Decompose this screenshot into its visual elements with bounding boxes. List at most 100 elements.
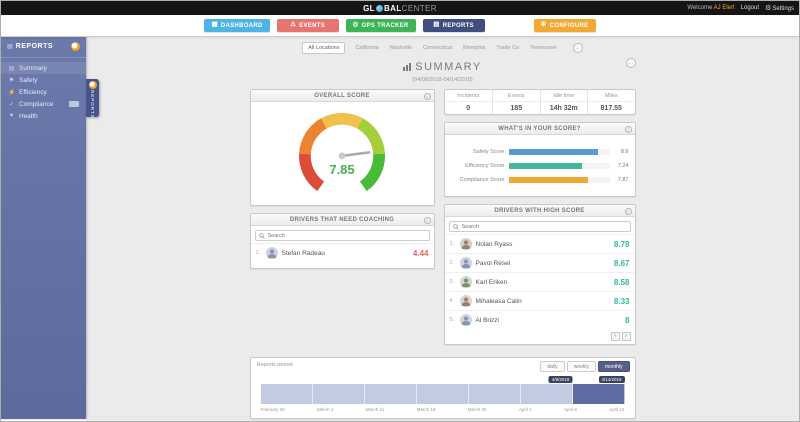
tab-all-locations[interactable]: All Locations xyxy=(302,42,346,54)
gear-icon: ⚙ xyxy=(765,5,772,12)
driver-rank: 3. xyxy=(449,279,455,285)
stat-value-events: 185 xyxy=(492,102,540,114)
driver-score: 8.33 xyxy=(613,296,630,306)
location-tab-strip: All Locations California Nashville Conne… xyxy=(86,42,799,54)
high-score-search-input[interactable] xyxy=(461,223,627,230)
score-breakdown-panel: WHAT'S IN YOUR SCORE? i Safety Score 8.9… xyxy=(443,122,636,197)
location-tab[interactable]: Nashville xyxy=(389,45,413,51)
date-tick: April 1 xyxy=(518,407,532,412)
date-tick: March 25 xyxy=(467,407,487,412)
driver-avatar xyxy=(459,314,472,326)
prev-page-button[interactable]: ‹ xyxy=(610,332,620,341)
weekly-button[interactable]: weekly xyxy=(566,361,596,372)
page-title-block: SUMMARY (04/08/2018-04/14/2018) xyxy=(86,58,799,83)
nav-events-button[interactable]: ⚠ EVENTS xyxy=(276,19,339,32)
safety-score-bar xyxy=(508,149,610,155)
logo-text-light: CENTER xyxy=(401,3,437,13)
timeline-week-segment[interactable] xyxy=(573,384,625,404)
welcome-text: Welcome AJ Elert xyxy=(687,5,735,11)
report-icon: ▤ xyxy=(7,44,13,50)
driver-name: Mihaleasa Calin xyxy=(475,297,522,305)
driver-row[interactable]: 2. Pavol Resel 8.67 xyxy=(444,253,635,272)
sidebar-item-health[interactable]: ♥ Health xyxy=(9,112,38,120)
app-logo: GL BAL CENTER xyxy=(363,1,437,15)
driver-score: 8 xyxy=(625,315,630,325)
reports-period-panel: Reports period daily weekly monthly 4/8/… xyxy=(249,357,636,419)
sidebar-item-compliance[interactable]: ✓ Compliance xyxy=(1,98,86,110)
daily-button[interactable]: daily xyxy=(540,361,565,372)
page-options-button[interactable]: … xyxy=(626,58,636,68)
gauge-segment xyxy=(359,153,385,192)
logo-text-bold: BAL xyxy=(383,3,402,13)
nav-configure-button[interactable]: ⚙ CONFIGURE xyxy=(533,19,596,32)
left-column: OVERALL SCORE i 7.85 xyxy=(249,89,435,269)
info-icon[interactable]: i xyxy=(423,216,431,224)
health-heart-icon: ♥ xyxy=(9,113,14,119)
tab-options-button[interactable]: … xyxy=(572,43,583,53)
info-icon[interactable]: i xyxy=(423,92,431,100)
timeline-week-segment[interactable] xyxy=(417,384,470,404)
location-tab[interactable]: Trade Co xyxy=(496,45,520,51)
sidebar-item-efficiency[interactable]: ⚡ Efficiency xyxy=(8,88,47,96)
top-bar-right: Welcome AJ Elert Logout ⚙Settings xyxy=(687,1,794,15)
monthly-button[interactable]: monthly xyxy=(597,361,630,372)
location-tab[interactable]: California xyxy=(355,45,379,51)
user-name: AJ Elert xyxy=(713,5,735,11)
next-page-button[interactable]: › xyxy=(621,332,631,341)
sidebar-title: REPORTS xyxy=(15,43,54,50)
date-tick: March 18 xyxy=(416,407,436,412)
score-bar-row: Efficiency Score 7.24 xyxy=(465,163,629,169)
gps-target-icon: ◎ xyxy=(352,21,359,29)
driver-name: Stefan Radeau xyxy=(281,249,325,257)
score-bar-row: Compliance Score 7.87 xyxy=(459,177,629,183)
date-tick: April 15 xyxy=(609,407,625,412)
date-tick: March 11 xyxy=(365,407,385,412)
nav-reports-button[interactable]: ▤ REPORTS xyxy=(422,19,485,32)
nav-gps-tracker-button[interactable]: ◎ GPS TRACKER xyxy=(345,19,416,32)
date-tick: February 26 xyxy=(260,407,285,412)
reports-badge-icon xyxy=(88,81,97,89)
driver-avatar xyxy=(459,257,472,269)
score-bars: Safety Score 8.9 Efficiency Score 7.24 C… xyxy=(445,135,635,196)
pagination: ‹ › xyxy=(445,329,635,344)
coaching-search-input[interactable] xyxy=(267,232,426,239)
driver-rank: 1. xyxy=(449,241,455,247)
coaching-drivers-panel: DRIVERS THAT NEED COACHING i 1. Stefan R… xyxy=(249,213,435,269)
page-title: SUMMARY xyxy=(403,61,482,73)
timeline-week-segment[interactable] xyxy=(261,384,313,404)
location-tab[interactable]: Tennessee xyxy=(530,45,557,51)
date-tick: March 4 xyxy=(317,407,334,412)
date-tick: April 8 xyxy=(564,407,577,412)
driver-row[interactable]: 4. Mihaleasa Calin 8.33 xyxy=(444,291,635,310)
reports-drawer-handle[interactable]: REPORTS xyxy=(86,79,99,119)
sidebar-item-summary[interactable]: ▤ Summary xyxy=(1,62,86,74)
driver-row[interactable]: 1. Stefan Radeau 4.44 xyxy=(250,243,434,262)
timeline-track[interactable] xyxy=(260,384,625,404)
panel-header: OVERALL SCORE i xyxy=(250,90,434,102)
warning-icon: ⚠ xyxy=(290,21,297,29)
reports-period-label: Reports period xyxy=(256,362,293,368)
driver-name: Nolan Ryass xyxy=(475,240,513,248)
driver-score: 8.58 xyxy=(613,277,630,287)
driver-row[interactable]: 5. Al Brizzi 8 xyxy=(444,310,635,329)
panel-header: WHAT'S IN YOUR SCORE? i xyxy=(444,123,635,135)
info-icon[interactable]: i xyxy=(624,125,632,133)
period-timeline[interactable]: 4/8/2018 4/14/2018 xyxy=(260,376,625,404)
timeline-week-segment[interactable] xyxy=(521,384,574,404)
driver-row[interactable]: 1. Nolan Ryass 8.78 xyxy=(444,234,635,253)
settings-link[interactable]: ⚙Settings xyxy=(765,5,794,12)
timeline-week-segment[interactable] xyxy=(365,384,417,404)
logout-link[interactable]: Logout xyxy=(740,5,760,11)
reports-sidebar: ▤ REPORTS ▤ Summary ⚑ Safety ⚡ Efficienc… xyxy=(1,37,86,419)
location-tab[interactable]: Memphis xyxy=(463,45,486,51)
sidebar-item-safety[interactable]: ⚑ Safety xyxy=(8,76,38,84)
timeline-week-segment[interactable] xyxy=(313,384,365,404)
nav-dashboard-button[interactable]: ▦ DASHBOARD xyxy=(204,19,270,32)
timeline-week-segment[interactable] xyxy=(469,384,522,404)
driver-rank: 5. xyxy=(449,317,455,323)
location-tab[interactable]: Connecticut xyxy=(423,45,453,51)
driver-row[interactable]: 3. Karl Eriken 8.58 xyxy=(444,272,635,291)
high-score-search xyxy=(448,221,631,232)
info-icon[interactable]: i xyxy=(624,207,632,215)
efficiency-score-bar xyxy=(508,163,610,169)
